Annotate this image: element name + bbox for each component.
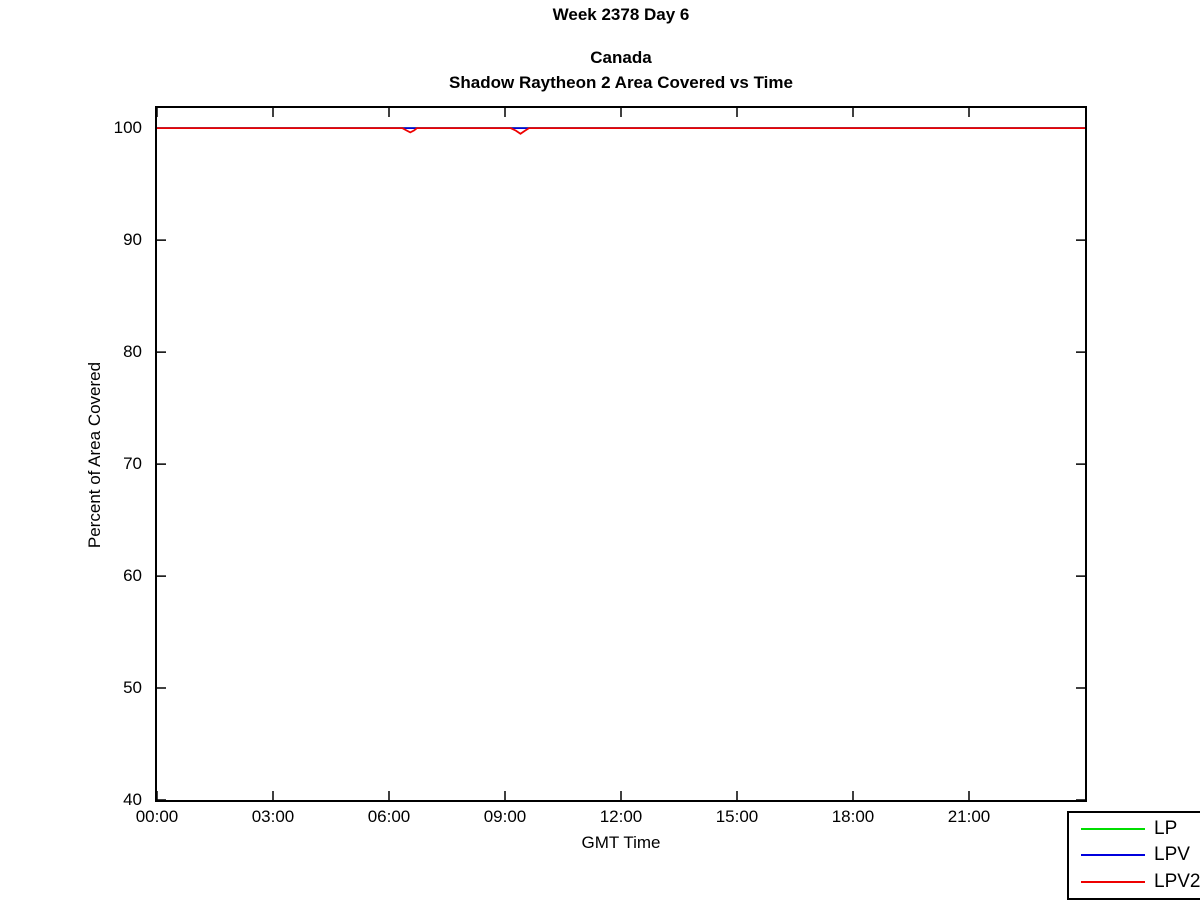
y-tick-label: 90 [123,230,142,250]
x-tick-label: 03:00 [251,807,295,826]
x-tick-label: 00:00 [135,807,179,826]
y-tick-label: 40 [123,790,142,809]
legend-entry-lpv: LPV [1069,842,1200,868]
axis-ticks [157,108,1085,800]
chart-svg [157,108,1085,800]
x-axis-label: GMT Time [581,833,661,852]
legend-line-sample [1081,880,1145,883]
x-tick-label: 15:00 [715,807,759,826]
x-tick-label: 09:00 [483,807,527,826]
x-tick-label: 18:00 [831,807,875,826]
y-tick-label: 100 [113,118,142,138]
figure-title: Week 2378 Day 6 [552,5,690,24]
legend-line-sample [1081,854,1145,857]
subtitle-location: Canada [590,48,652,67]
subtitle-chart: Shadow Raytheon 2 Area Covered vs Time [449,73,793,92]
y-tick-label: 60 [123,566,142,586]
y-axis-label: Percent of Area Covered [85,361,104,549]
y-tick-label: 50 [123,678,142,698]
series-line-lpv200 [157,127,1085,135]
legend-entry-lp: LP [1069,816,1200,842]
y-tick-label: 70 [123,454,142,474]
y-tick-label: 80 [123,342,142,362]
legend-line-sample [1081,828,1145,831]
legend-label: LP [1154,818,1178,840]
x-tick-label: 21:00 [947,807,991,826]
legend-label: LPV [1154,844,1190,866]
x-tick-label: 12:00 [599,807,643,826]
x-tick-label: 06:00 [367,807,411,826]
